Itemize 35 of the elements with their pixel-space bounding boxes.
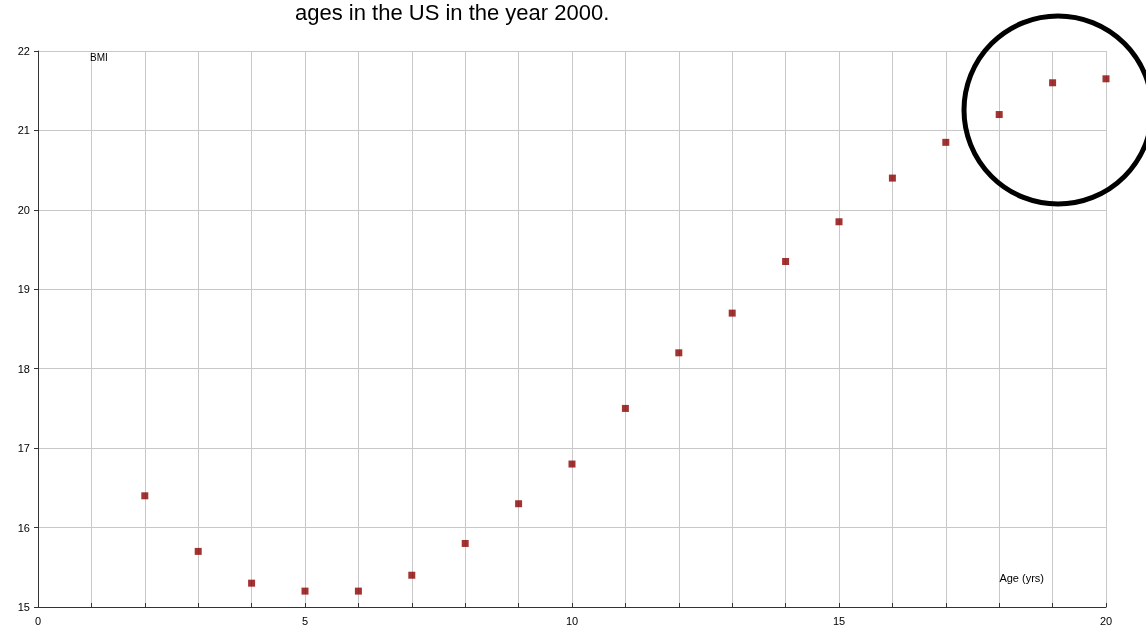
point: [835, 218, 843, 226]
point: [515, 500, 523, 508]
point: [942, 138, 950, 146]
x-axis-title: Age (yrs): [999, 571, 1044, 584]
x-tick-label: 5: [301, 614, 309, 627]
y-axis-title: BMI: [90, 51, 108, 63]
x-tick-label: 20: [1099, 614, 1113, 627]
point: [728, 309, 736, 317]
y-tick-label: 16: [17, 521, 30, 534]
y-tick-label: 18: [17, 362, 30, 375]
point: [461, 539, 469, 547]
point: [888, 174, 896, 182]
x-tick-label: 10: [565, 614, 579, 627]
point: [408, 571, 416, 579]
point: [1102, 75, 1110, 83]
point: [568, 460, 576, 468]
point: [782, 257, 790, 265]
y-tick-label: 17: [17, 442, 30, 455]
x-tick-label: 15: [832, 614, 846, 627]
y-tick-label: 22: [17, 45, 30, 57]
point: [621, 404, 629, 412]
point: [995, 111, 1003, 119]
point: [301, 587, 309, 595]
x-tick-label: 0: [34, 614, 42, 627]
y-tick-label: 15: [17, 601, 30, 613]
point: [1049, 79, 1057, 87]
y-tick-label: 20: [17, 203, 30, 216]
point: [141, 492, 149, 500]
chart-title: ages in the US in the year 2000.: [295, 0, 610, 25]
y-tick-label: 19: [17, 283, 30, 296]
point: [248, 579, 256, 587]
point: [675, 349, 683, 357]
y-tick-label: 21: [17, 124, 30, 137]
point: [194, 547, 202, 555]
point: [354, 587, 362, 595]
